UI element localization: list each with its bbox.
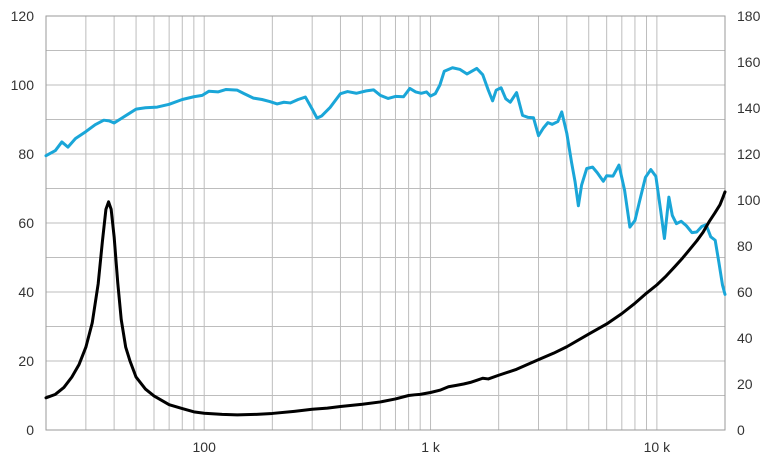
x-axis-tick-label: 100	[193, 439, 217, 455]
right-axis-tick-labels: 0 20 40 60 80 100 120 140 160 180	[737, 8, 761, 438]
x-axis-tick-label: 1 k	[421, 439, 441, 455]
left-axis-tick-label: 0	[26, 422, 34, 438]
right-axis-tick-label: 100	[737, 192, 761, 208]
spl-curve	[44, 66, 727, 296]
grid	[46, 16, 725, 430]
left-axis-tick-label: 100	[11, 77, 35, 93]
left-axis-tick-labels: 0 20 40 60 80 100 120	[11, 8, 35, 438]
left-axis-tick-label: 40	[18, 284, 34, 300]
left-axis-tick-label: 80	[18, 146, 34, 162]
right-axis-tick-label: 80	[737, 238, 753, 254]
left-axis-tick-label: 60	[18, 215, 34, 231]
x-axis-tick-labels: 100 1 k 10 k	[193, 439, 672, 455]
right-axis-tick-label: 0	[737, 422, 745, 438]
right-axis-tick-label: 120	[737, 146, 761, 162]
right-axis-tick-label: 160	[737, 54, 761, 70]
series-layer	[44, 66, 727, 417]
left-axis-tick-label: 120	[11, 8, 35, 24]
right-axis-tick-label: 40	[737, 330, 753, 346]
x-axis-tick-label: 10 k	[644, 439, 671, 455]
impedance-curve	[44, 190, 727, 417]
right-axis-tick-label: 140	[737, 100, 761, 116]
plot-frame	[45, 15, 726, 431]
left-axis-tick-label: 20	[18, 353, 34, 369]
right-axis-tick-label: 20	[737, 376, 753, 392]
right-axis-tick-label: 60	[737, 284, 753, 300]
right-axis-tick-label: 180	[737, 8, 761, 24]
